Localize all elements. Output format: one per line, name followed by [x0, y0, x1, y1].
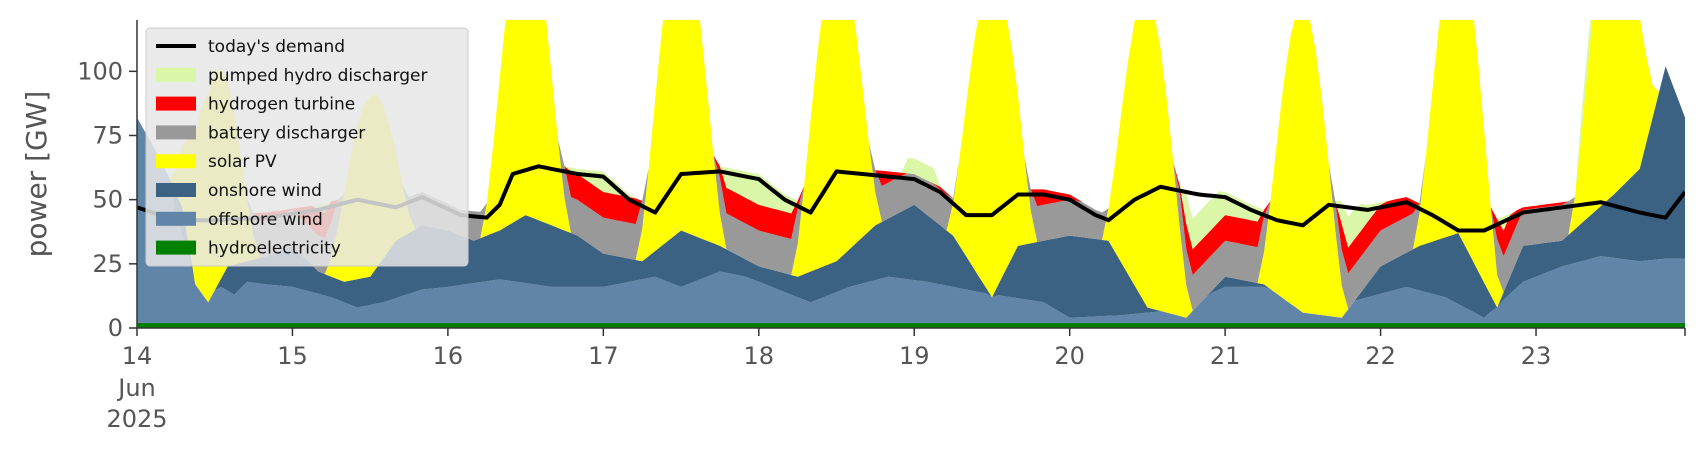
legend-entry: onshore wind: [208, 181, 322, 201]
legend-entry: battery discharger: [208, 123, 365, 143]
legend-entry: today's demand: [208, 37, 345, 57]
legend-entry: hydroelectricity: [208, 239, 341, 259]
area-solar-pv: [137, 20, 1685, 318]
areas-layer: [137, 20, 1685, 328]
x-tick-label: 15: [277, 342, 308, 370]
legend-entry: pumped hydro discharger: [208, 66, 427, 86]
legend: today's demand pumped hydro discharger hyd…: [145, 27, 469, 267]
legend-swatch: [156, 96, 196, 111]
legend-swatch: [156, 183, 196, 197]
legend-swatch: [156, 125, 196, 140]
y-tick-label: 50: [92, 186, 123, 214]
legend-swatch: [156, 211, 196, 226]
y-tick-label: 25: [92, 250, 123, 278]
area-onshore-wind: [137, 66, 1685, 318]
x-tick-label: 16: [433, 342, 464, 370]
y-tick-label: 75: [92, 122, 123, 150]
x-tick-sublabel: 2025: [106, 405, 167, 433]
area-offshore-wind: [137, 117, 1685, 323]
x-tick-sublabel: Jun: [116, 374, 156, 402]
x-tick-label: 21: [1210, 342, 1241, 370]
legend-swatch: [156, 67, 196, 82]
x-tick-label: 17: [588, 342, 619, 370]
area-hydroelectricity: [137, 322, 1685, 328]
y-tick-label: 0: [108, 314, 123, 342]
legend-entry: hydrogen turbine: [208, 95, 355, 115]
x-tick-label: 14: [122, 342, 153, 370]
x-tick-label: 18: [744, 342, 775, 370]
y-tick-label: 100: [77, 57, 123, 85]
legend-box: [145, 27, 469, 267]
legend-entry: solar PV: [208, 152, 277, 172]
legend-swatch: [156, 240, 196, 255]
legend-swatch: [156, 154, 196, 169]
y-axis-label: power [GW]: [20, 91, 53, 258]
x-tick-label: 23: [1521, 342, 1552, 370]
x-tick-label: 20: [1054, 342, 1085, 370]
axes-layer: 0 25 50 75 100 14 Jun 2025 15 16 17 18 19 20 21 22 23: [77, 20, 1686, 433]
x-tick-label: 19: [899, 342, 930, 370]
x-tick-label: 22: [1365, 342, 1396, 370]
legend-entry: offshore wind: [208, 210, 323, 230]
